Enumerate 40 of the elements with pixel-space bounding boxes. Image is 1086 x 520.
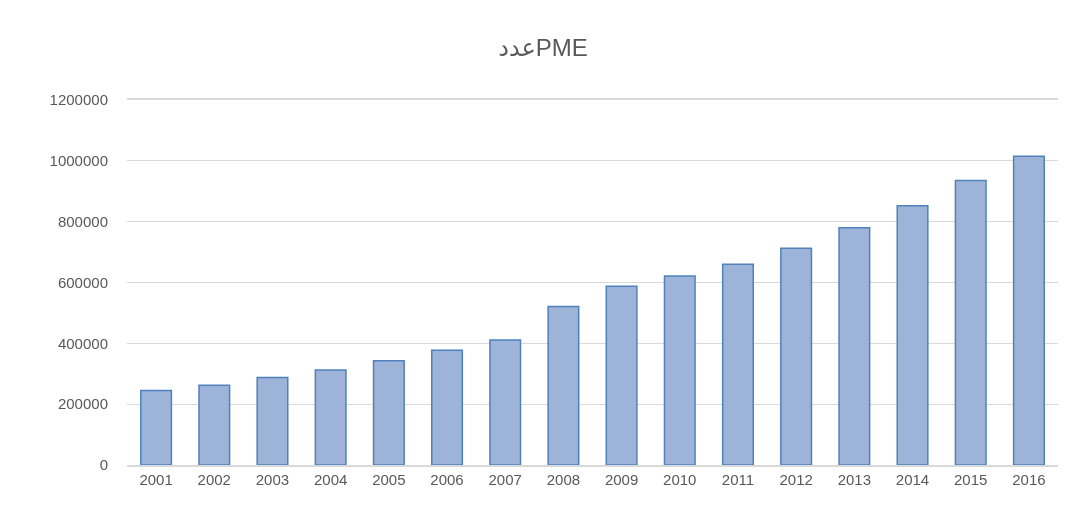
x-tick-label: 2002 <box>197 470 231 488</box>
chart-title: عددPME <box>498 34 588 62</box>
x-tick-label: 2012 <box>779 470 813 488</box>
bar <box>896 205 929 465</box>
bar <box>430 349 464 465</box>
x-tick-label: 2011 <box>721 470 755 488</box>
bar <box>954 179 987 465</box>
bar <box>372 359 405 465</box>
y-tick-label: 200000 <box>57 395 108 413</box>
x-tick-label: 2005 <box>372 470 406 488</box>
x-tick-label: 2014 <box>895 470 930 488</box>
x-tick-label: 2013 <box>837 470 872 488</box>
bar <box>547 305 580 465</box>
y-tick-label: 0 <box>99 456 108 474</box>
x-tick-label: 2015 <box>954 470 988 488</box>
x-tick-label: 2001 <box>139 470 173 488</box>
x-tick-label: 2008 <box>546 470 581 488</box>
x-tick-label: 2003 <box>255 470 290 488</box>
y-tick-label: 1200000 <box>49 91 108 109</box>
x-tick-label: 2016 <box>1012 470 1046 488</box>
bar <box>198 384 231 465</box>
bar <box>721 263 755 465</box>
bar <box>140 389 173 465</box>
y-tick-label: 400000 <box>57 334 108 352</box>
x-tick-label: 2004 <box>313 470 348 488</box>
y-tick-label: 600000 <box>57 273 108 291</box>
x-tick-label: 2006 <box>430 470 464 488</box>
bar <box>663 275 696 465</box>
x-tick-label: 2007 <box>488 470 522 488</box>
bar <box>489 339 522 465</box>
bar <box>838 227 871 465</box>
bar <box>780 247 813 465</box>
bar <box>314 369 347 465</box>
bar <box>256 376 289 465</box>
y-tick-label: 800000 <box>57 212 108 230</box>
bar <box>1012 155 1045 465</box>
bar <box>605 285 638 465</box>
y-tick-label: 1000000 <box>49 152 108 170</box>
x-tick-label: 2009 <box>604 470 639 488</box>
x-tick-label: 2010 <box>663 470 697 488</box>
